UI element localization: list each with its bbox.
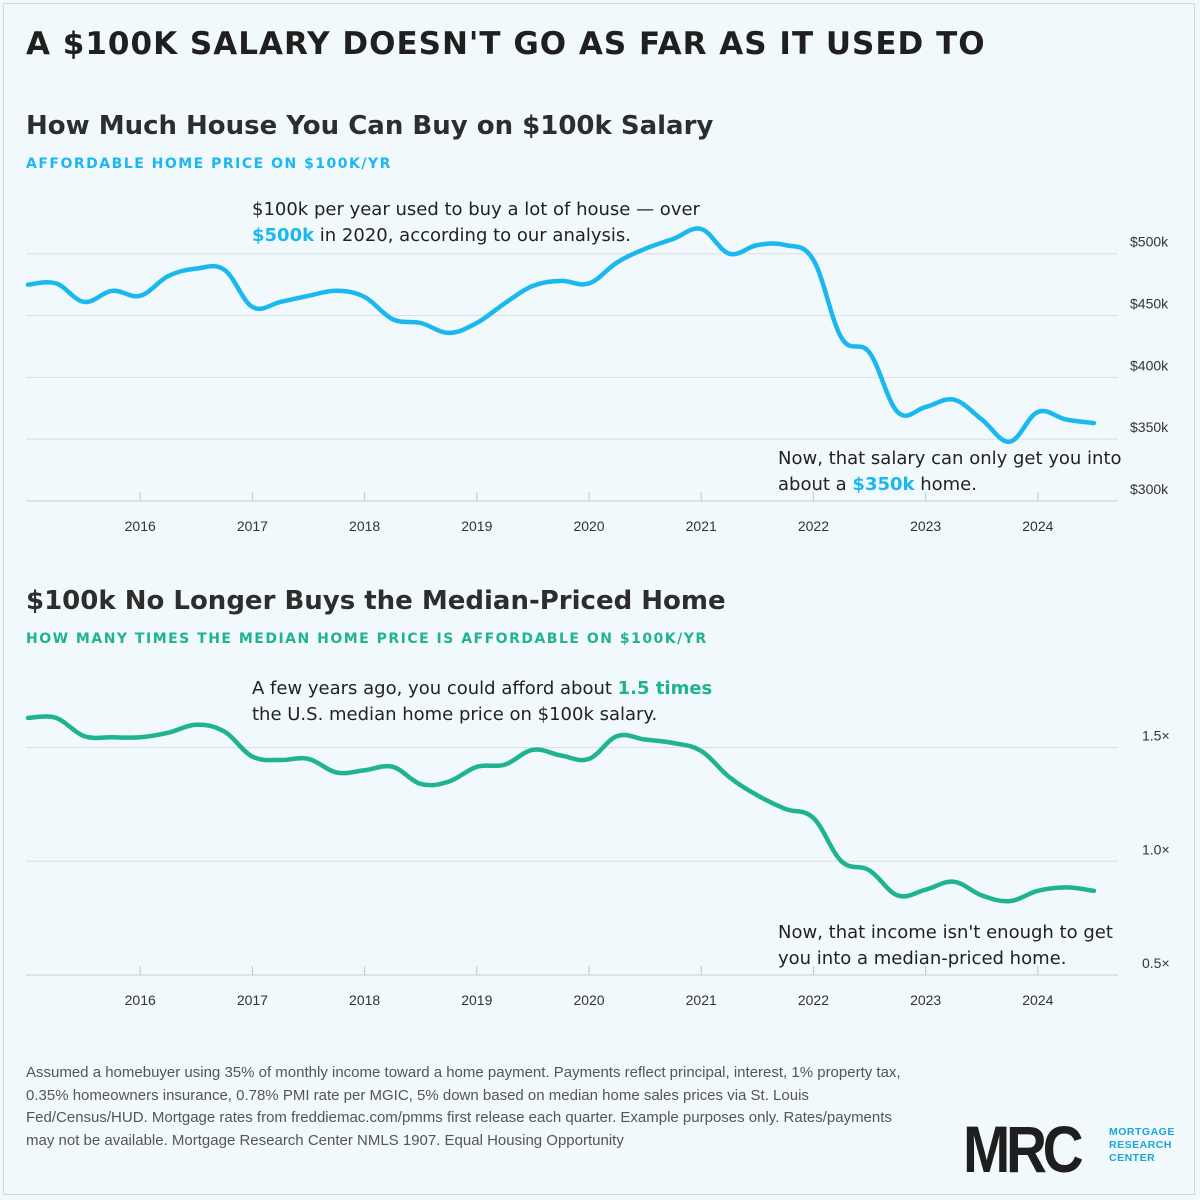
chart1-x-tick-label: 2020 <box>573 518 604 534</box>
chart1-series-line <box>25 226 1097 444</box>
chart2-x-tick-label: 2024 <box>1022 992 1053 1008</box>
page-frame <box>3 3 1195 1195</box>
chart1-x-tick-label: 2022 <box>798 518 829 534</box>
chart1-annotation-top-line2: in 2020, according to our analysis. <box>314 225 632 246</box>
chart2-annotation-top-prefix: A few years ago, you could afford about <box>252 678 618 699</box>
chart1-y-tick-label: $450k <box>1130 296 1169 312</box>
chart2-annotation-top-line2: the U.S. median home price on $100k sala… <box>252 704 658 725</box>
logo-line3: CENTER <box>1109 1152 1156 1164</box>
chart2-x-tick-label: 2017 <box>237 992 268 1008</box>
chart1-y-tick-label: $350k <box>1130 419 1169 435</box>
logo-mark: MRC <box>963 1112 1084 1186</box>
chart1-annotation-top-line1: $100k per year used to buy a lot of hous… <box>252 199 700 220</box>
chart2-plot: 0.5× 1.0× 1.5× 2016 2017 2018 2019 2020 2021 2022… <box>25 714 1170 1008</box>
chart2-annotation-top: A few years ago, you could afford about … <box>252 676 712 728</box>
logo-text: MORTGAGE RESEARCH CENTER <box>1109 1126 1175 1165</box>
chart2-x-tick-label: 2016 <box>125 992 156 1008</box>
chart2-series-line <box>25 714 1097 904</box>
chart1-x-tick-label: 2017 <box>237 518 268 534</box>
chart1-y-tick-label: $300k <box>1130 481 1169 497</box>
chart2-annotation-bottom: Now, that income isn't enough to get you… <box>778 920 1113 972</box>
chart1-annotation-bottom-prefix: about a <box>778 474 853 495</box>
chart2-x-tick-label: 2021 <box>686 992 717 1008</box>
chart1-x-tick-label: 2019 <box>461 518 492 534</box>
chart1-x-tick-label: 2016 <box>125 518 156 534</box>
chart2-annotation-top-highlight: 1.5 times <box>617 678 713 699</box>
chart1-x-tick-label: 2023 <box>910 518 941 534</box>
chart2-y-tick-label: 1.0× <box>1142 841 1170 857</box>
chart1-annotation-bottom-highlight: $350k <box>852 474 915 495</box>
footnote: Assumed a homebuyer using 35% of monthly… <box>26 1064 901 1149</box>
chart1-x-tick-label: 2024 <box>1022 518 1053 534</box>
chart2-subtitle: HOW MANY TIMES THE MEDIAN HOME PRICE IS … <box>26 631 708 647</box>
chart2-annotation-bottom-line1: Now, that income isn't enough to get <box>778 922 1113 943</box>
chart1-plot: $300k $350k $400k $450k $500k 2016 2017 2018 201… <box>25 226 1169 534</box>
chart1-annotation-bottom-line1: Now, that salary can only get you into <box>778 448 1122 469</box>
chart2-x-tick-label: 2019 <box>461 992 492 1008</box>
chart2-x-tick-label: 2022 <box>798 992 829 1008</box>
chart1-annotation-top-highlight: $500k <box>252 225 315 246</box>
chart2-x-tick-label: 2023 <box>910 992 941 1008</box>
chart1-annotation-top: $100k per year used to buy a lot of hous… <box>252 197 700 249</box>
chart2-x-tick-label: 2020 <box>573 992 604 1008</box>
mrc-logo: MRC MORTGAGE RESEARCH CENTER <box>963 1112 1175 1186</box>
chart2-annotation-bottom-line2: you into a median-priced home. <box>778 948 1067 969</box>
chart1-title: How Much House You Can Buy on $100k Sala… <box>26 111 714 141</box>
chart2-y-tick-label: 1.5× <box>1142 728 1170 744</box>
chart2-y-tick-label: 0.5× <box>1142 955 1170 971</box>
chart1-subtitle: AFFORDABLE HOME PRICE ON $100K/YR <box>26 156 392 172</box>
chart1-annotation-bottom: Now, that salary can only get you into a… <box>778 446 1122 498</box>
chart1-y-tick-label: $400k <box>1130 357 1169 373</box>
chart2-title: $100k No Longer Buys the Median-Priced H… <box>26 586 726 616</box>
logo-line1: MORTGAGE <box>1109 1126 1175 1138</box>
chart1-x-tick-label: 2018 <box>349 518 380 534</box>
chart1-x-tick-label: 2021 <box>686 518 717 534</box>
chart1-annotation-bottom-suffix: home. <box>914 474 977 495</box>
chart2-x-tick-label: 2018 <box>349 992 380 1008</box>
logo-line2: RESEARCH <box>1109 1139 1172 1151</box>
page-title: A $100K SALARY DOESN'T GO AS FAR AS IT U… <box>26 26 986 62</box>
chart1-y-tick-label: $500k <box>1130 234 1169 250</box>
